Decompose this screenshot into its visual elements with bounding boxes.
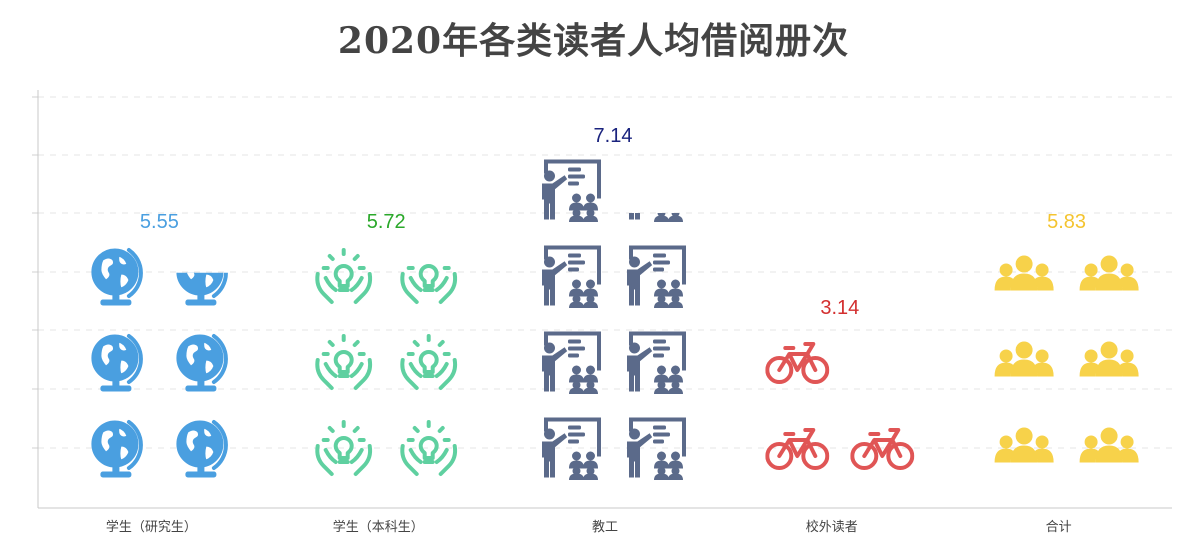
chart-title: 2020年各类读者人均借阅册次: [337, 20, 850, 62]
icon-mark-globe-icon-2: [89, 333, 143, 393]
icon-mark-lightbulb-hands-icon-5: [400, 261, 458, 304]
gridlines: [32, 96, 1172, 449]
icon-mark-people-group-icon-5: [1079, 255, 1139, 291]
value-label-3: 3.14: [820, 297, 859, 319]
icon-mark-teacher-board-icon-0: [542, 417, 601, 480]
x-tick-label-0: 学生（研究生）: [106, 519, 197, 535]
x-tick-label-1: 学生（本科生）: [333, 519, 424, 535]
icon-mark-bicycle-icon-2: [765, 342, 830, 384]
value-label-2: 7.14: [594, 125, 633, 147]
icon-mark-people-group-icon-4: [994, 255, 1054, 291]
icon-mark-globe-icon-5: [174, 272, 228, 307]
icon-mark-lightbulb-hands-icon-3: [400, 334, 458, 390]
icon-mark-people-group-icon-0: [994, 427, 1054, 463]
icon-mark-lightbulb-hands-icon-4: [315, 248, 373, 304]
x-tick-labels: 学生（研究生） 学生（本科生） 教工 校外读者 合计: [106, 519, 1072, 535]
value-labels: 5.55 5.72 7.14 3.14 5.83: [140, 125, 1086, 319]
icon-mark-people-group-icon-3: [1079, 341, 1139, 377]
icon-mark-teacher-board-icon-2: [542, 331, 601, 394]
icon-mark-globe-icon-3: [174, 333, 228, 393]
value-label-4: 5.83: [1047, 211, 1086, 233]
icon-mark-globe-icon-4: [89, 247, 143, 307]
icon-mark-people-group-icon-2: [994, 341, 1054, 377]
icon-mark-teacher-board-icon-5: [627, 245, 686, 308]
icon-mark-teacher-board-icon-1: [627, 417, 686, 480]
icon-mark-teacher-board-icon-4: [542, 245, 601, 308]
icon-mark-lightbulb-hands-icon-2: [315, 334, 373, 390]
icon-mark-bicycle-icon-1: [850, 428, 915, 470]
x-tick-label-2: 教工: [592, 519, 618, 535]
value-label-1: 5.72: [367, 211, 406, 233]
icon-mark-bicycle-icon-0: [765, 428, 830, 470]
pictogram-marks: [89, 159, 1139, 480]
icon-mark-bicycle-icon-3: [852, 344, 912, 382]
icon-mark-teacher-board-icon-3: [627, 331, 686, 394]
x-tick-label-4: 合计: [1046, 520, 1072, 535]
icon-mark-globe-icon-1: [174, 419, 228, 479]
value-label-0: 5.55: [140, 211, 179, 233]
x-tick-label-3: 校外读者: [806, 519, 858, 535]
icon-mark-globe-icon-0: [89, 419, 143, 479]
icon-mark-people-group-icon-1: [1079, 427, 1139, 463]
